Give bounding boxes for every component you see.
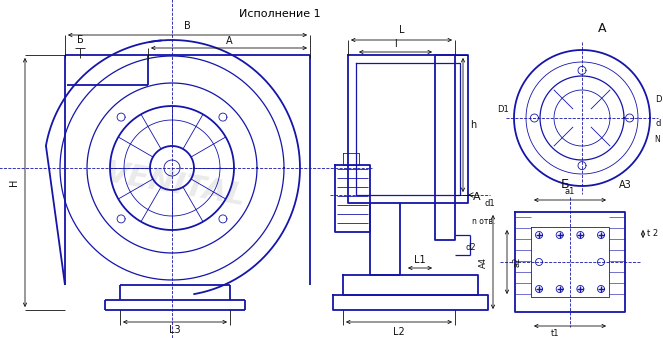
Text: A3: A3 [619, 180, 631, 190]
Text: d: d [655, 120, 660, 128]
Text: VENITAL: VENITAL [102, 158, 248, 212]
Text: d1: d1 [485, 199, 495, 209]
Text: l: l [394, 39, 397, 49]
Text: Б: Б [561, 178, 570, 192]
Text: N отв.: N отв. [655, 136, 663, 145]
Text: Исполнение 1: Исполнение 1 [239, 9, 321, 19]
Text: d2: d2 [465, 243, 475, 252]
Text: D: D [655, 96, 662, 104]
Text: t 2: t 2 [648, 230, 658, 239]
Text: h: h [470, 120, 476, 130]
Text: A: A [225, 36, 232, 46]
Text: n отв.: n отв. [472, 217, 495, 226]
Text: B: B [184, 21, 190, 31]
Text: A: A [598, 22, 606, 34]
Text: L1: L1 [414, 255, 426, 265]
Text: L3: L3 [169, 325, 181, 335]
Text: A4: A4 [479, 257, 487, 267]
Text: L2: L2 [393, 327, 405, 337]
Text: a2: a2 [512, 257, 522, 267]
Text: H: H [9, 178, 19, 186]
Text: A: A [473, 192, 481, 202]
Text: a1: a1 [565, 188, 575, 196]
Text: t1: t1 [551, 330, 560, 338]
Text: L: L [398, 25, 404, 35]
Text: Б: Б [77, 35, 84, 45]
Text: D1: D1 [497, 105, 509, 115]
